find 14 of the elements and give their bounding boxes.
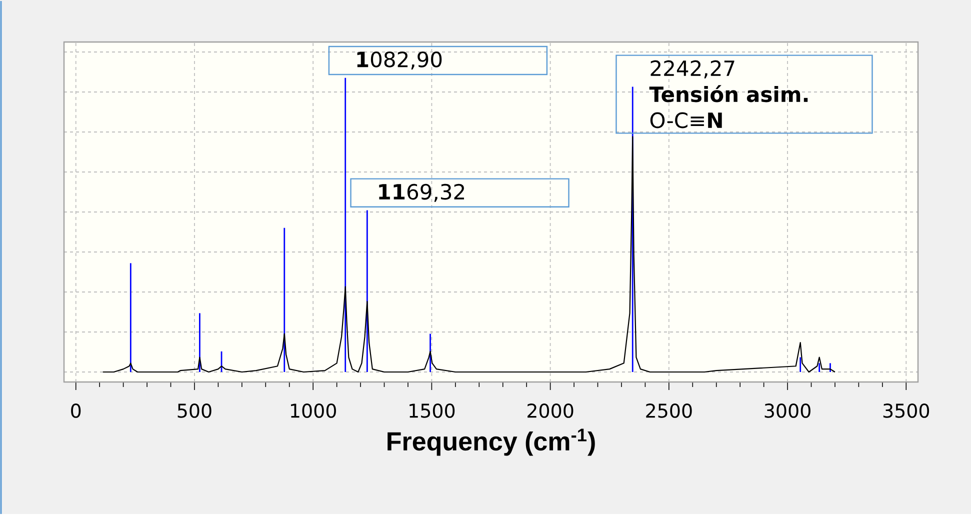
annotation: Tensión asim.: [649, 85, 808, 102]
annotation: 1169,32: [379, 184, 464, 202]
annotation: 2242,27: [650, 60, 734, 78]
annotation: O-C≡N: [650, 112, 722, 128]
x-tick-label: 3500: [883, 404, 930, 418]
x-tick-label: 2000: [528, 404, 574, 418]
x-tick-label: 3000: [764, 404, 810, 418]
x-tick-label: 0: [71, 404, 81, 418]
annotation: 1082,90: [357, 52, 442, 70]
x-tick-label: 1000: [290, 404, 336, 418]
x-axis-title: Frequency (cm$^{-1}$): [388, 428, 595, 456]
x-tick-label: 1500: [410, 404, 455, 418]
x-tick-label: 500: [178, 404, 212, 418]
x-tick-label: 2500: [646, 404, 692, 418]
